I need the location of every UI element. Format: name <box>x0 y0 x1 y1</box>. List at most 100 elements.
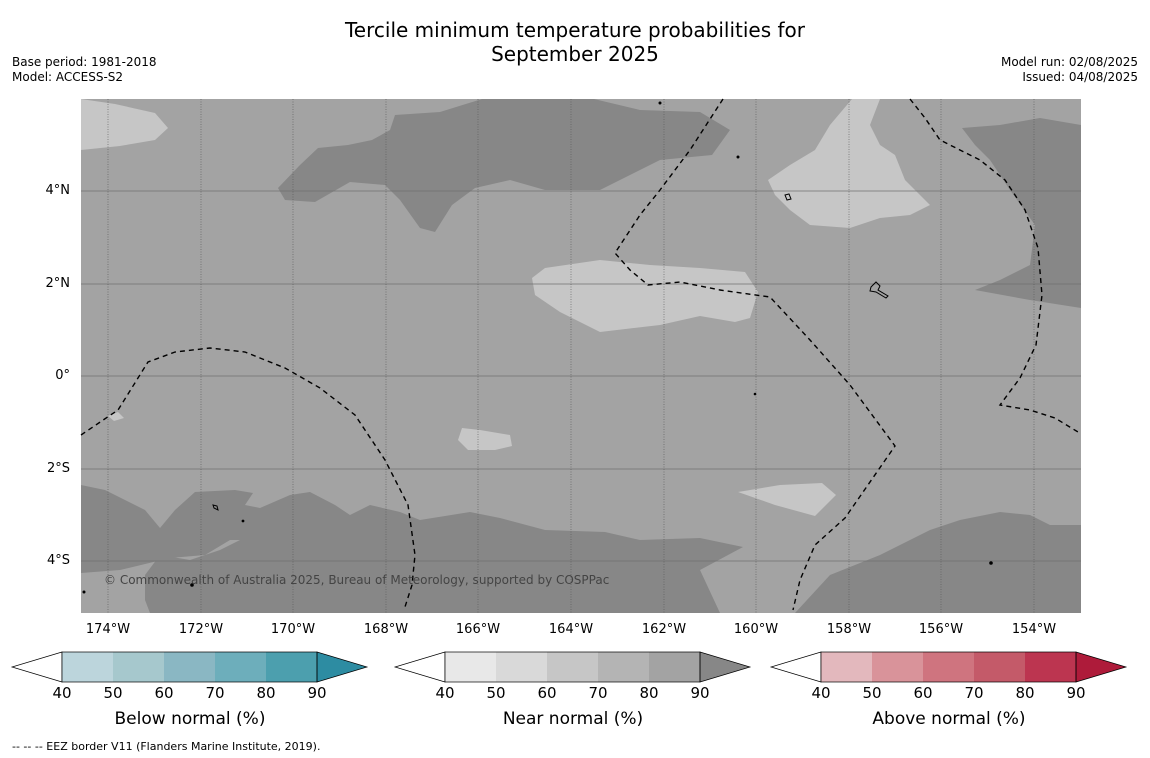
colorbar-near-min-arrow <box>393 651 446 683</box>
colorbar-above-tick-40: 40 <box>811 684 831 702</box>
colorbar-above-max-arrow <box>1075 651 1128 683</box>
meta-left: Base period: 1981-2018 Model: ACCESS-S2 <box>12 55 157 85</box>
colorbar-below-tick-80: 80 <box>256 684 276 702</box>
colorbar-near-tick-40: 40 <box>435 684 455 702</box>
lat-label-2s: 2°S <box>46 461 70 476</box>
colorbar-below-tick-60: 60 <box>154 684 174 702</box>
base-period: Base period: 1981-2018 <box>12 55 157 69</box>
colorbar-near-frame <box>444 651 701 683</box>
lon-label-174w: 174°W <box>85 622 131 637</box>
eez-border-central <box>614 98 896 611</box>
colorbar-below-tick-50: 50 <box>103 684 123 702</box>
colorbar-above-tick-50: 50 <box>862 684 882 702</box>
latitude-gridlines <box>81 190 1081 562</box>
colorbar-below-bin-80-90 <box>266 652 317 682</box>
dark-region-north <box>278 99 730 232</box>
island-kiritimati <box>869 281 889 299</box>
colorbar-below-bin-70-80 <box>215 652 266 682</box>
colorbar-near-tick-70: 70 <box>588 684 608 702</box>
colorbar-above-title: Above normal (%) <box>872 709 1026 729</box>
colorbar-near-tick-60: 60 <box>537 684 557 702</box>
light-patch-small <box>458 428 512 450</box>
lat-label-2n: 2°N <box>45 276 71 291</box>
map-title: Tercile minimum temperature probabilitie… <box>0 18 1150 66</box>
island-dot-7 <box>753 392 757 396</box>
island-dot-5 <box>241 519 245 523</box>
colorbar-above-bin-60-70 <box>923 652 974 682</box>
colorbar-above-frame <box>820 651 1077 683</box>
colorbar-above-tick-70: 70 <box>964 684 984 702</box>
colorbar-below-bin-40-50 <box>62 652 113 682</box>
colorbar-below-bin-60-70 <box>164 652 215 682</box>
colorbar-near-tick-90: 90 <box>690 684 710 702</box>
colorbar-above-bin-80-90 <box>1025 652 1076 682</box>
dark-region-southeast <box>795 512 1081 613</box>
colorbar-near-max-arrow <box>699 651 752 683</box>
colorbar-above-bin-50-60 <box>872 652 923 682</box>
colorbar-near-title: Near normal (%) <box>502 709 644 729</box>
lon-label-154w: 154°W <box>1011 622 1057 637</box>
colorbar-above <box>769 651 1128 683</box>
island-south-1 <box>212 504 219 511</box>
colorbar-above-tick-60: 60 <box>913 684 933 702</box>
islands <box>82 101 993 594</box>
colorbar-near-tick-50: 50 <box>486 684 506 702</box>
light-region-center <box>532 260 758 332</box>
island-dot-2 <box>989 561 993 565</box>
lon-label-168w: 168°W <box>363 622 409 637</box>
colorbar-below <box>10 651 369 683</box>
lon-label-158w: 158°W <box>826 622 872 637</box>
light-patch-west <box>108 412 124 421</box>
meta-right: Model run: 02/08/2025 Issued: 04/08/2025 <box>1001 55 1138 85</box>
island-dot-3 <box>736 155 740 159</box>
lon-label-164w: 164°W <box>548 622 594 637</box>
lon-label-172w: 172°W <box>178 622 224 637</box>
lat-label-0: 0° <box>55 368 70 383</box>
island-dot-4 <box>658 101 662 105</box>
eez-border-west <box>80 347 416 611</box>
colorbar-below-min-arrow <box>10 651 63 683</box>
colorbar-above-bin-40-50 <box>821 652 872 682</box>
model-name: Model: ACCESS-S2 <box>12 70 124 84</box>
light-patch-southeast <box>738 483 836 516</box>
colorbar-below-max-arrow <box>316 651 369 683</box>
light-region-northwest <box>81 99 168 150</box>
dark-region-northeast <box>962 118 1081 308</box>
island-dot-6 <box>82 590 86 594</box>
colorbar-above-tick-80: 80 <box>1015 684 1035 702</box>
lon-label-160w: 160°W <box>733 622 779 637</box>
issued-date: Issued: 04/08/2025 <box>1022 70 1138 84</box>
colorbar-near-bin-80-90 <box>649 652 700 682</box>
lat-label-4s: 4°S <box>46 553 70 568</box>
colorbar-above-bin-70-80 <box>974 652 1025 682</box>
title-line-1: Tercile minimum temperature probabilitie… <box>344 18 806 42</box>
colorbar-below-tick-40: 40 <box>52 684 72 702</box>
eez-border-east <box>909 98 1079 433</box>
colorbar-near <box>393 651 752 683</box>
colorbar-above-min-arrow <box>769 651 822 683</box>
copyright-credit: © Commonwealth of Australia 2025, Bureau… <box>104 573 610 587</box>
colorbar-near-bin-60-70 <box>547 652 598 682</box>
eez-footnote: -- -- -- EEZ border V11 (Flanders Marine… <box>12 740 321 753</box>
dark-region-south <box>81 485 743 613</box>
lon-label-162w: 162°W <box>641 622 687 637</box>
lon-label-170w: 170°W <box>270 622 316 637</box>
lon-label-166w: 166°W <box>455 622 501 637</box>
colorbar-above-tick-90: 90 <box>1066 684 1086 702</box>
colorbar-below-tick-90: 90 <box>307 684 327 702</box>
colorbar-near-bin-40-50 <box>445 652 496 682</box>
island-jarvis <box>784 193 792 201</box>
model-run: Model run: 02/08/2025 <box>1000 55 1138 69</box>
light-region-northeast <box>768 99 930 228</box>
colorbar-near-bin-70-80 <box>598 652 649 682</box>
colorbar-below-frame <box>61 651 318 683</box>
colorbar-below-tick-70: 70 <box>205 684 225 702</box>
colorbar-near-tick-80: 80 <box>639 684 659 702</box>
colorbar-near-bin-50-60 <box>496 652 547 682</box>
lat-label-4n: 4°N <box>45 183 71 198</box>
title-line-2: September 2025 <box>491 42 659 66</box>
colorbar-below-bin-50-60 <box>113 652 164 682</box>
eez-borders <box>80 98 1079 611</box>
island-dot-1 <box>190 583 194 587</box>
